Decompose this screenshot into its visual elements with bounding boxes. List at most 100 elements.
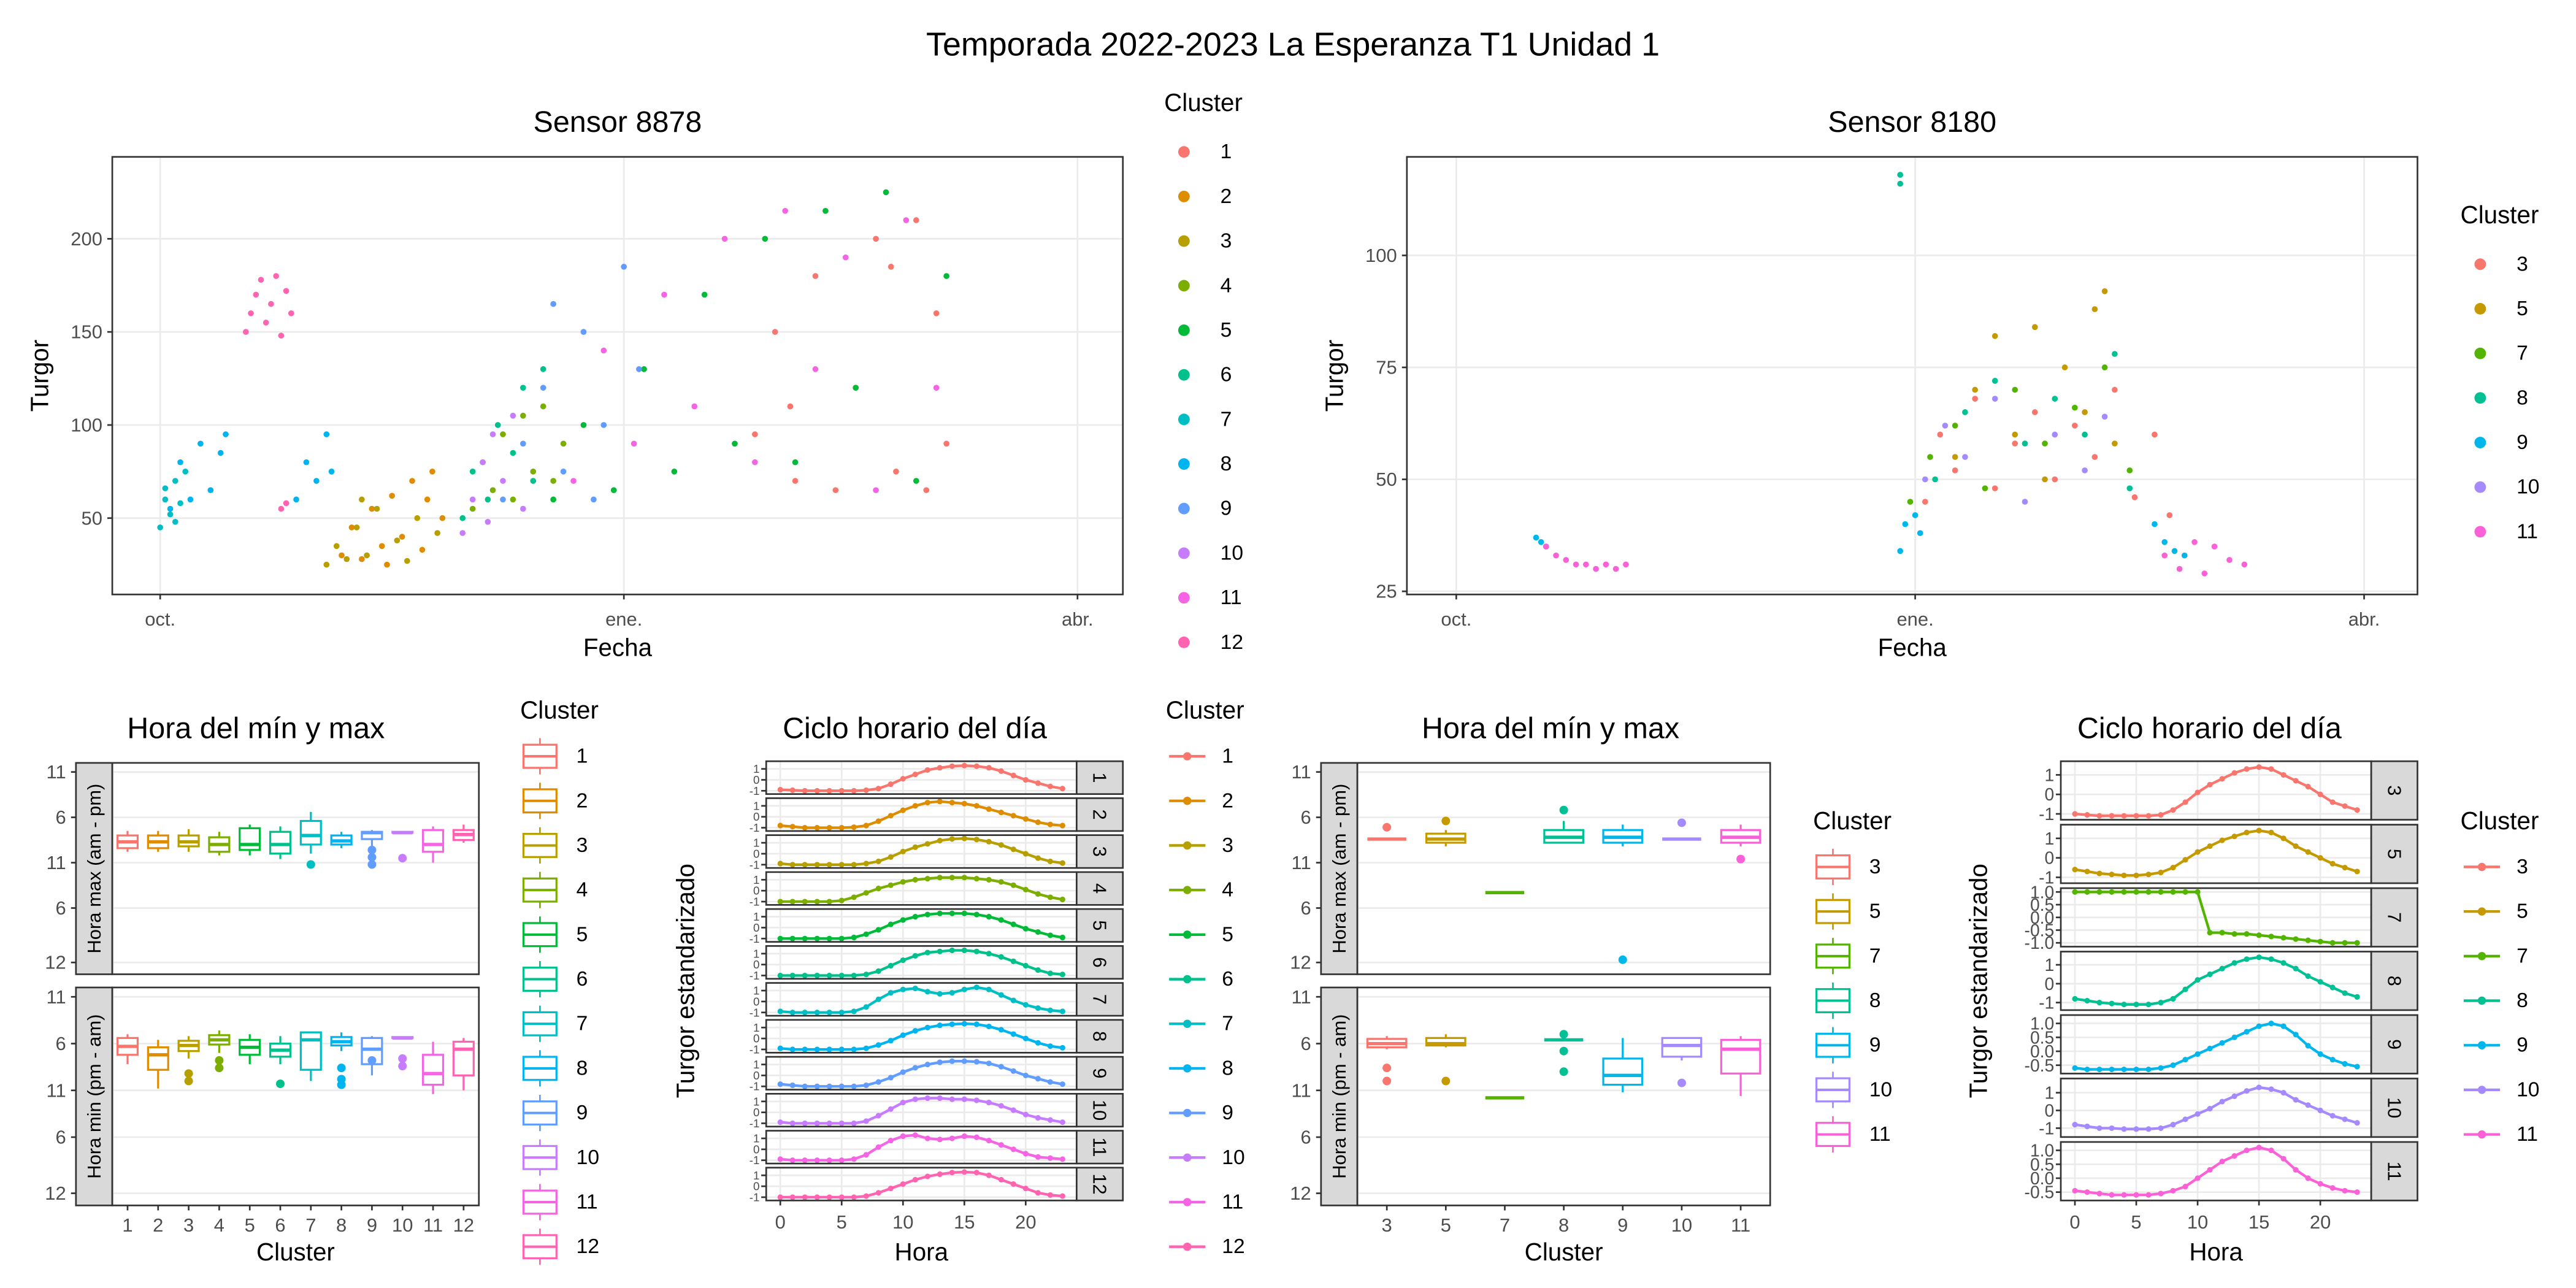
point xyxy=(1991,333,1998,339)
point xyxy=(2342,940,2348,946)
legend-title: Cluster xyxy=(1166,696,1244,724)
point xyxy=(2219,965,2225,972)
box-outlier xyxy=(1736,854,1746,864)
point xyxy=(2145,872,2152,878)
facet-label: 3 xyxy=(1089,846,1111,857)
point xyxy=(530,469,537,475)
point xyxy=(1942,423,1949,429)
point xyxy=(2219,1098,2225,1105)
point xyxy=(851,788,857,794)
x-tick-label: 15 xyxy=(2248,1211,2269,1233)
y-tick-label: -1 xyxy=(2039,804,2054,824)
point xyxy=(875,1144,881,1150)
point xyxy=(851,1008,857,1014)
point xyxy=(2166,512,2173,518)
legend-label: 6 xyxy=(1222,968,1233,991)
point xyxy=(1010,882,1016,888)
point xyxy=(2022,499,2028,505)
point xyxy=(701,291,708,298)
point xyxy=(434,530,440,536)
legend-marker xyxy=(2477,862,2486,872)
point xyxy=(986,806,992,812)
point xyxy=(2256,1023,2262,1029)
point xyxy=(519,412,526,419)
point xyxy=(2133,889,2139,895)
point xyxy=(802,1010,808,1016)
point xyxy=(961,1096,967,1102)
panel xyxy=(766,1019,1077,1053)
facet-strip xyxy=(75,986,113,1206)
panel xyxy=(766,761,1077,794)
point xyxy=(777,1045,783,1051)
point xyxy=(1603,561,1609,568)
point xyxy=(2084,1066,2090,1073)
y-tick-label: 11 xyxy=(47,852,66,873)
point xyxy=(2031,324,2038,331)
legend-label: 11 xyxy=(1221,586,1242,609)
point xyxy=(2317,855,2323,861)
point xyxy=(998,1027,1004,1033)
x-tick-label: 1 xyxy=(122,1214,132,1236)
y-axis-title: Turgor estandarizado xyxy=(1964,864,1992,1098)
legend-marker xyxy=(1183,752,1192,761)
box-outlier xyxy=(1559,1046,1568,1056)
point xyxy=(243,329,249,335)
point xyxy=(2231,931,2237,937)
point xyxy=(762,236,769,242)
point xyxy=(777,861,783,867)
point xyxy=(2072,811,2078,817)
point xyxy=(2256,1084,2262,1091)
point xyxy=(1022,926,1029,932)
point xyxy=(986,914,992,920)
point xyxy=(2231,1153,2237,1159)
legend-label: 10 xyxy=(1222,1146,1244,1169)
y-tick-label: 6 xyxy=(1300,897,1311,919)
legend-marker xyxy=(2474,437,2486,448)
point xyxy=(924,1135,930,1141)
legend-label: 9 xyxy=(2517,1034,2528,1057)
legend-marker xyxy=(1178,547,1190,559)
point xyxy=(378,543,385,550)
point xyxy=(1612,565,1619,572)
box-outlier xyxy=(1559,1067,1568,1076)
point xyxy=(2317,791,2323,797)
point xyxy=(933,385,940,391)
y-tick-label: -1 xyxy=(749,1154,760,1167)
point xyxy=(2121,1066,2127,1073)
x-tick-label: 4 xyxy=(214,1214,224,1236)
legend-label: 4 xyxy=(1222,879,1233,902)
point xyxy=(863,822,869,829)
point xyxy=(2226,557,2233,563)
point xyxy=(1962,409,1968,415)
point xyxy=(802,1046,808,1052)
point xyxy=(1022,1072,1029,1078)
point xyxy=(2158,1065,2164,1071)
point xyxy=(1047,1043,1053,1049)
point xyxy=(1022,1002,1029,1008)
point xyxy=(782,207,789,214)
legend-label: 8 xyxy=(1222,1057,1233,1079)
point xyxy=(2207,1167,2213,1173)
point xyxy=(2082,467,2088,473)
y-tick-label: 1 xyxy=(2045,955,2055,975)
box-outlier xyxy=(215,1056,224,1065)
point xyxy=(1047,932,1053,938)
point xyxy=(777,1008,783,1014)
point xyxy=(772,329,778,335)
point xyxy=(2131,494,2138,500)
y-tick-label: 11 xyxy=(1292,761,1311,783)
point xyxy=(2072,1122,2078,1128)
point xyxy=(2145,1002,2152,1008)
point xyxy=(1917,530,1923,537)
point xyxy=(961,1169,967,1175)
point xyxy=(1582,561,1589,568)
box-outlier xyxy=(367,1056,377,1065)
point xyxy=(2109,813,2115,819)
point xyxy=(1059,1045,1065,1051)
point xyxy=(631,440,637,447)
point xyxy=(838,935,845,941)
point xyxy=(863,972,869,978)
point xyxy=(973,1021,979,1027)
point xyxy=(1982,485,1988,492)
